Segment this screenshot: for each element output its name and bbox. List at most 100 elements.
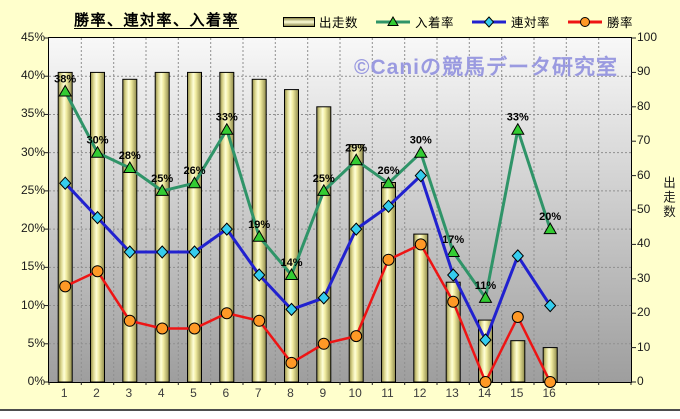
chart-bottom-border xyxy=(0,409,680,411)
quinella-rate-marker-icon xyxy=(414,168,427,183)
watermark: ©Caniの競馬データ研究室 xyxy=(354,56,618,79)
place-rate-marker-icon xyxy=(413,145,428,158)
quinella-rate-marker-icon xyxy=(479,333,492,347)
quinella-rate-marker-icon xyxy=(91,210,104,225)
win-rate-marker-icon xyxy=(350,330,363,343)
data-label: 14% xyxy=(280,257,302,269)
data-label: 17% xyxy=(442,234,464,246)
place-rate-data-labels: 38% 30% 28% 25% 26% 33% 19% 14% 25% 29% 26% 30% 17% 1… xyxy=(54,74,561,292)
quinella-rate-marker-icon xyxy=(511,249,524,263)
data-label: 25% xyxy=(151,173,173,185)
plot-area: 38% 30% 28% 25% 26% 33% 19% 14% 25% 29% 26% 30% 17% 1… xyxy=(44,37,636,388)
x-axis-label: 3 xyxy=(125,386,133,400)
place-rate-marker-icon xyxy=(58,84,73,97)
quinella-rate-marker-icon xyxy=(447,268,460,282)
win-rate-marker-icon xyxy=(156,322,169,335)
quinella-rate-legend-icon xyxy=(472,15,507,28)
place-rate-marker-icon xyxy=(543,222,558,235)
quinella-rate-marker-icon xyxy=(350,222,363,236)
x-axis-label: 7 xyxy=(254,386,262,400)
left-axis-tick: 10% xyxy=(20,297,45,312)
right-axis-tick: 70 xyxy=(637,133,651,148)
place-rate-series xyxy=(58,84,558,303)
win-rate-legend-icon xyxy=(568,16,603,27)
bar xyxy=(510,340,526,383)
bar-swatch-icon xyxy=(283,16,315,27)
quinella-rate-marker-icon xyxy=(59,176,72,190)
win-rate-marker-icon xyxy=(59,280,72,293)
win-rate-marker-icon xyxy=(91,265,104,278)
win-rate-marker-icon xyxy=(414,238,427,251)
place-rate-marker-icon xyxy=(349,153,364,166)
data-label: 26% xyxy=(183,165,205,177)
place-rate-marker-icon xyxy=(284,267,299,280)
win-rate-marker-icon xyxy=(511,311,524,323)
place-rate-marker-icon xyxy=(478,290,493,303)
x-axis-label: 9 xyxy=(319,386,327,400)
legend-label: 出走数 xyxy=(319,16,359,30)
win-rate-series xyxy=(59,238,557,388)
data-label: 28% xyxy=(119,150,141,162)
quinella-rate-marker-icon xyxy=(220,222,233,236)
right-axis-title: 出走数 xyxy=(661,176,675,220)
left-axis-tick: 15% xyxy=(20,259,45,274)
data-label: 30% xyxy=(86,135,108,147)
quinella-rate-marker-icon xyxy=(188,245,201,259)
data-label: 11% xyxy=(475,280,497,292)
win-rate-marker-icon xyxy=(123,314,136,327)
bar xyxy=(154,71,170,383)
win-rate-marker-icon xyxy=(479,376,492,388)
quinella-rate-series xyxy=(59,168,557,347)
x-axis-label: 5 xyxy=(190,386,197,400)
legend-item-quinella-rate: 連対率 xyxy=(471,12,550,31)
place-rate-marker-icon xyxy=(387,15,399,26)
place-rate-marker-icon xyxy=(510,122,525,135)
x-axis-label: 12 xyxy=(413,386,427,400)
place-rate-legend-icon xyxy=(376,15,411,26)
left-axis-tick: 30% xyxy=(20,144,45,159)
win-rate-marker-icon xyxy=(285,356,298,369)
win-rate-marker-icon xyxy=(382,253,395,266)
data-label: 25% xyxy=(313,173,335,185)
quinella-rate-marker-icon xyxy=(156,245,169,259)
place-rate-marker-icon xyxy=(90,145,105,158)
right-axis-tick: 100 xyxy=(637,30,658,44)
legend-label: 勝率 xyxy=(607,16,634,30)
legend-item-starts: 出走数 xyxy=(283,12,358,31)
right-axis-tick: 90 xyxy=(637,64,651,79)
bar xyxy=(413,233,429,383)
place-rate-marker-icon xyxy=(122,160,137,173)
bar xyxy=(122,78,138,383)
x-axis-label: 6 xyxy=(222,386,230,400)
place-rate-marker-icon xyxy=(155,183,170,196)
right-axis-tick: 0 xyxy=(637,374,644,388)
legend-item-place-rate: 入着率 xyxy=(375,12,454,31)
x-axis-label: 2 xyxy=(93,386,100,400)
win-rate-marker-icon xyxy=(447,295,460,308)
left-axis-tick: 5% xyxy=(27,335,45,350)
place-rate-marker-icon xyxy=(316,183,331,196)
data-label: 20% xyxy=(539,211,561,223)
right-axis-tick: 30 xyxy=(637,270,651,285)
x-axis-label: 8 xyxy=(287,386,294,400)
win-rate-marker-icon xyxy=(317,337,330,350)
quinella-rate-marker-icon xyxy=(544,298,557,313)
win-rate-marker-icon xyxy=(253,314,266,327)
left-axis-tick: 35% xyxy=(20,106,45,121)
right-axis-tick: 10 xyxy=(637,339,651,354)
x-axis-label: 10 xyxy=(348,386,362,400)
left-axis-tick: 25% xyxy=(20,182,45,197)
win-rate-marker-icon xyxy=(580,16,591,27)
x-axis-label: 4 xyxy=(157,386,165,400)
axis-tick-marks xyxy=(44,37,636,385)
bar xyxy=(348,144,364,383)
legend-item-win-rate: 勝率 xyxy=(567,12,633,31)
gridlines xyxy=(49,38,631,382)
win-rate-marker-icon xyxy=(220,307,233,320)
data-label: 30% xyxy=(410,135,432,147)
combo-chart-svg: 38% 30% 28% 25% 26% 33% 19% 14% 25% 29% 26% 30% 17% 1… xyxy=(44,37,636,388)
right-axis-tick: 40 xyxy=(637,236,651,251)
right-axis-tick: 20 xyxy=(637,305,651,320)
quinella-rate-marker-icon xyxy=(285,302,298,317)
quinella-rate-marker-icon xyxy=(253,268,266,282)
